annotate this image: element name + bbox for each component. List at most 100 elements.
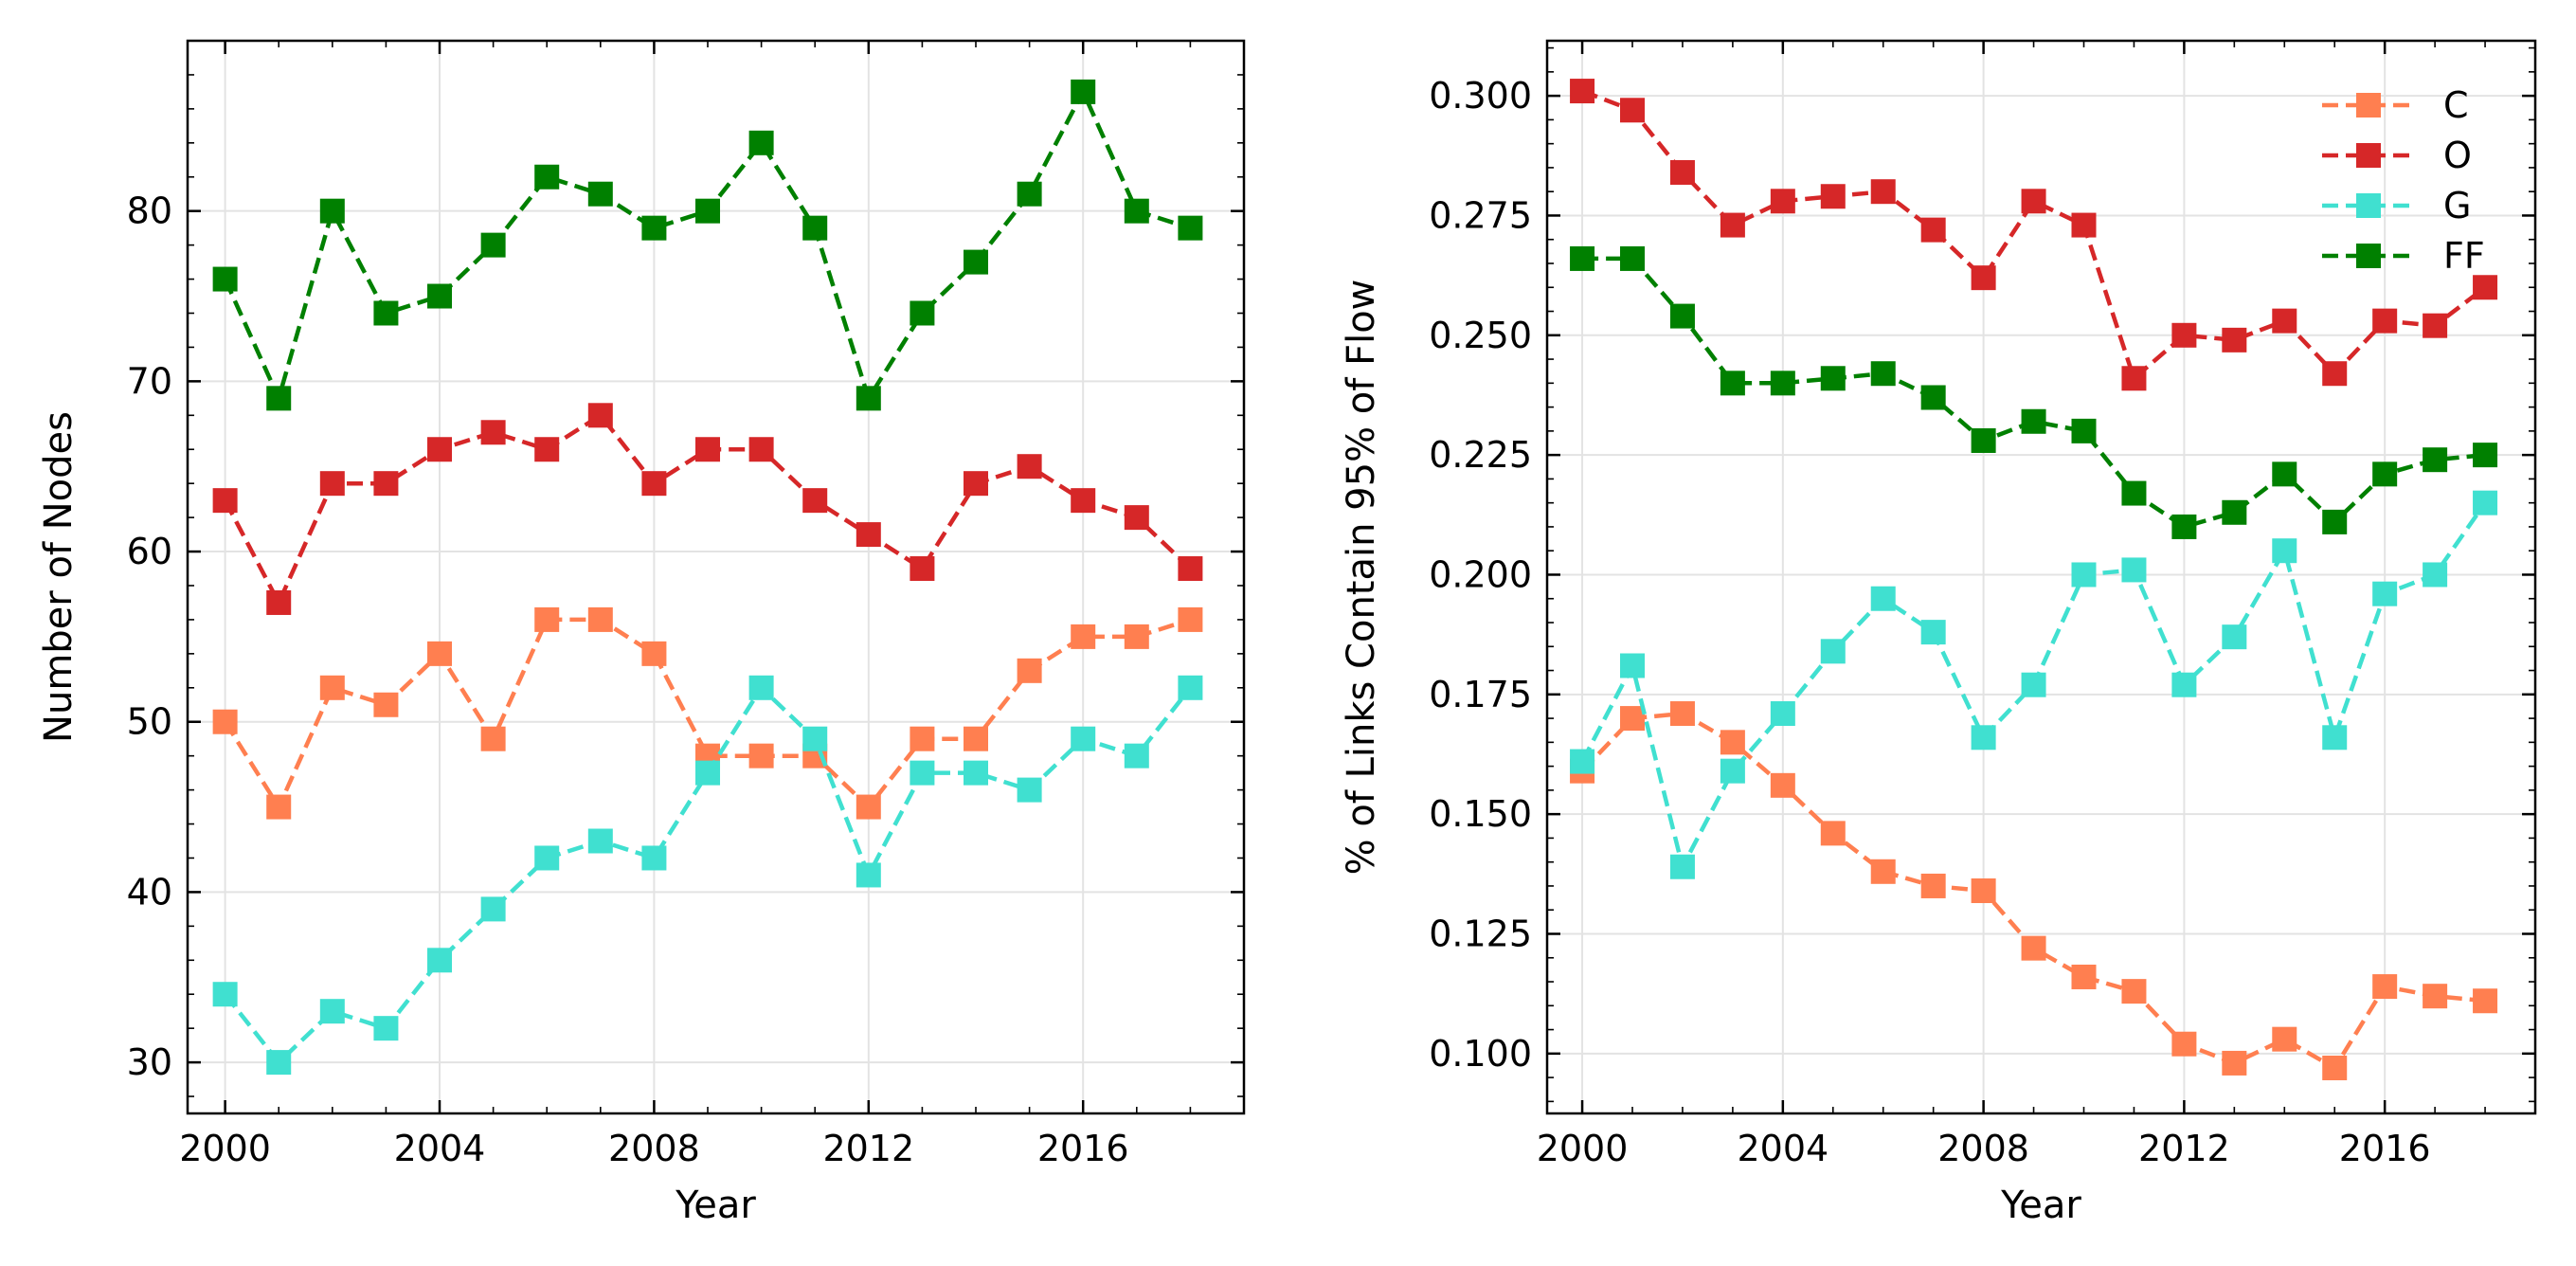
point-C-2007	[1920, 873, 1946, 898]
point-G-2005	[480, 896, 506, 922]
point-FF-2018	[1178, 215, 1203, 241]
point-O-2000	[1570, 79, 1595, 104]
point-FF-2017	[1124, 198, 1149, 224]
point-FF-2011	[2121, 480, 2147, 506]
point-FF-2016	[2372, 461, 2398, 487]
point-C-2010	[748, 743, 774, 769]
point-O-2014	[2272, 308, 2297, 334]
y-axis-title: % of Links Contain 95% of Flow	[1340, 280, 1383, 876]
x-tick-label-2: 2008	[608, 1128, 700, 1169]
y-tick-label-0: 30	[127, 1041, 172, 1083]
y-tick-label-1: 0.125	[1429, 913, 1532, 954]
point-FF-2008	[641, 215, 667, 241]
y-tick-label-8: 0.300	[1429, 75, 1532, 117]
point-FF-2002	[1669, 303, 1695, 329]
point-G-2012	[2171, 672, 2197, 697]
point-C-2014	[2272, 1026, 2297, 1052]
legend-marker-C	[2356, 93, 2381, 118]
point-C-2006	[1870, 859, 1896, 884]
point-FF-2018	[2473, 443, 2498, 468]
point-G-2006	[534, 845, 560, 871]
point-G-2000	[212, 982, 238, 1007]
point-FF-2012	[2171, 514, 2197, 539]
point-O-2014	[964, 471, 989, 497]
point-O-2011	[802, 488, 828, 514]
point-O-2012	[856, 522, 881, 548]
point-C-2014	[964, 726, 989, 751]
y-tick-label-2: 0.150	[1429, 793, 1532, 835]
y-tick-label-0: 0.100	[1429, 1033, 1532, 1075]
point-FF-2010	[2071, 418, 2097, 443]
series-line-FF	[223, 86, 1192, 405]
point-G-2009	[2021, 672, 2046, 697]
point-FF-2012	[856, 386, 881, 411]
point-C-2003	[1720, 730, 1745, 755]
y-axis-title: Number of Nodes	[37, 411, 81, 743]
point-O-2013	[2222, 327, 2247, 353]
point-O-2005	[480, 420, 506, 445]
y-tick-label-2: 50	[127, 701, 172, 743]
point-C-2015	[1017, 658, 1042, 683]
point-O-2007	[1920, 217, 1946, 243]
point-G-2006	[1870, 586, 1896, 611]
point-G-2000	[1570, 749, 1595, 774]
point-C-2002	[1669, 701, 1695, 727]
point-O-2016	[2372, 308, 2398, 334]
x-tick-label-4: 2016	[2339, 1128, 2431, 1169]
point-O-2008	[1971, 265, 1996, 291]
point-FF-2007	[1920, 385, 1946, 410]
point-FF-2011	[802, 215, 828, 241]
point-O-2006	[534, 437, 560, 462]
x-axis-title: Year	[2000, 1184, 2081, 1227]
point-C-2008	[641, 641, 667, 666]
point-FF-2016	[1071, 79, 1096, 104]
point-G-2002	[1669, 854, 1695, 879]
point-FF-2001	[266, 386, 292, 411]
point-C-2006	[534, 606, 560, 632]
legend-label-FF: FF	[2443, 235, 2485, 277]
point-O-2005	[1820, 184, 1846, 209]
legend-marker-G	[2356, 193, 2381, 218]
point-G-2003	[1720, 758, 1745, 784]
legend-marker-FF	[2356, 244, 2381, 268]
point-G-2015	[1017, 777, 1042, 803]
point-G-2014	[2272, 538, 2297, 564]
point-FF-2007	[587, 181, 613, 207]
point-C-2012	[2171, 1031, 2197, 1057]
x-tick-label-4: 2016	[1037, 1128, 1129, 1169]
point-O-2015	[2322, 361, 2348, 387]
point-O-2001	[266, 589, 292, 615]
point-C-2004	[1770, 772, 1795, 798]
point-G-2001	[1620, 653, 1646, 678]
point-FF-2013	[910, 300, 935, 326]
point-C-2018	[2473, 988, 2498, 1014]
y-tick-label-3: 0.175	[1429, 674, 1532, 715]
point-C-2003	[373, 692, 399, 717]
point-O-2001	[1620, 98, 1646, 123]
x-tick-label-0: 2000	[1537, 1128, 1629, 1169]
point-FF-2004	[1770, 371, 1795, 396]
point-G-2007	[587, 828, 613, 854]
y-tick-label-6: 0.250	[1429, 315, 1532, 356]
point-O-2018	[1178, 556, 1203, 582]
point-O-2013	[910, 556, 935, 582]
point-C-2005	[1820, 821, 1846, 846]
y-tick-label-5: 0.225	[1429, 434, 1532, 476]
point-G-2004	[427, 948, 453, 973]
point-O-2004	[1770, 189, 1795, 214]
point-C-2005	[480, 726, 506, 751]
point-FF-2013	[2222, 499, 2247, 525]
point-G-2001	[266, 1050, 292, 1076]
x-tick-label-2: 2008	[1937, 1128, 2029, 1169]
point-G-2002	[319, 999, 345, 1024]
point-G-2005	[1820, 639, 1846, 664]
y-tick-label-1: 40	[127, 871, 172, 913]
point-C-2012	[856, 794, 881, 820]
point-FF-2001	[1620, 245, 1646, 271]
point-FF-2004	[427, 283, 453, 309]
y-tick-label-5: 80	[127, 190, 172, 232]
x-tick-label-1: 2004	[394, 1128, 486, 1169]
point-G-2017	[2423, 562, 2448, 588]
plot-frame	[186, 39, 1246, 1115]
